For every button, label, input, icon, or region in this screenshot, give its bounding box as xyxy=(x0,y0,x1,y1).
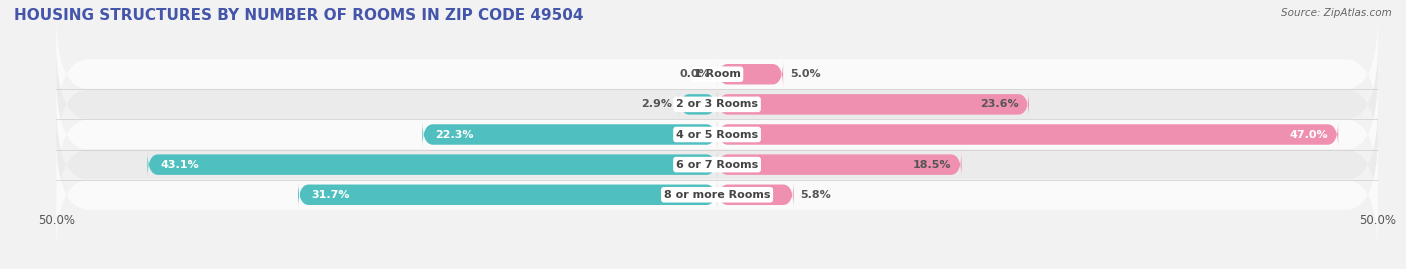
FancyBboxPatch shape xyxy=(148,151,717,179)
Text: 18.5%: 18.5% xyxy=(912,160,950,170)
FancyBboxPatch shape xyxy=(56,14,1378,134)
Text: 1 Room: 1 Room xyxy=(693,69,741,79)
FancyBboxPatch shape xyxy=(717,151,962,179)
FancyBboxPatch shape xyxy=(56,134,1378,255)
Text: 5.0%: 5.0% xyxy=(790,69,820,79)
Text: 43.1%: 43.1% xyxy=(160,160,200,170)
FancyBboxPatch shape xyxy=(298,181,717,209)
FancyBboxPatch shape xyxy=(717,121,1339,148)
FancyBboxPatch shape xyxy=(717,60,783,88)
Text: 0.0%: 0.0% xyxy=(681,69,710,79)
Text: 22.3%: 22.3% xyxy=(436,129,474,140)
Text: 5.8%: 5.8% xyxy=(800,190,831,200)
Text: 23.6%: 23.6% xyxy=(980,99,1018,109)
Text: 6 or 7 Rooms: 6 or 7 Rooms xyxy=(676,160,758,170)
Text: 4 or 5 Rooms: 4 or 5 Rooms xyxy=(676,129,758,140)
FancyBboxPatch shape xyxy=(717,181,794,209)
Text: 47.0%: 47.0% xyxy=(1289,129,1327,140)
Text: HOUSING STRUCTURES BY NUMBER OF ROOMS IN ZIP CODE 49504: HOUSING STRUCTURES BY NUMBER OF ROOMS IN… xyxy=(14,8,583,23)
FancyBboxPatch shape xyxy=(56,104,1378,225)
Text: 2.9%: 2.9% xyxy=(641,99,672,109)
FancyBboxPatch shape xyxy=(56,74,1378,195)
FancyBboxPatch shape xyxy=(422,121,717,148)
Text: 8 or more Rooms: 8 or more Rooms xyxy=(664,190,770,200)
FancyBboxPatch shape xyxy=(717,90,1029,118)
Text: 31.7%: 31.7% xyxy=(311,190,350,200)
Text: Source: ZipAtlas.com: Source: ZipAtlas.com xyxy=(1281,8,1392,18)
FancyBboxPatch shape xyxy=(679,90,717,118)
Text: 2 or 3 Rooms: 2 or 3 Rooms xyxy=(676,99,758,109)
FancyBboxPatch shape xyxy=(56,44,1378,165)
